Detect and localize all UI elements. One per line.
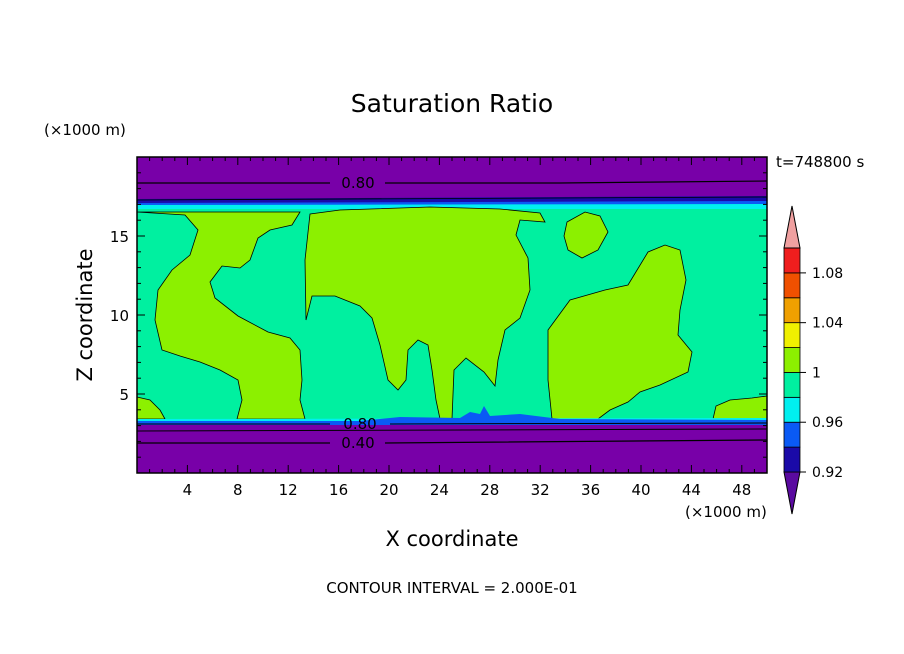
colorbar-bottom-arrow bbox=[783, 471, 801, 515]
contour-upper-080 bbox=[137, 180, 767, 184]
y-axis-label: Z coordinate bbox=[73, 248, 97, 381]
contour-lower-a bbox=[137, 422, 767, 425]
colorbar-segment bbox=[783, 372, 801, 398]
x-tick-label: 12 bbox=[279, 481, 298, 499]
time-label: t=748800 s bbox=[776, 153, 864, 171]
colorbar-segment bbox=[783, 347, 801, 373]
field-lime-corner-left bbox=[137, 396, 166, 420]
x-tick-label: 32 bbox=[531, 481, 550, 499]
colorbar-top-arrow bbox=[783, 205, 801, 249]
field-lower-blue bbox=[137, 406, 767, 426]
colorbar-segment bbox=[783, 322, 801, 348]
contour-interval-footer: CONTOUR INTERVAL = 2.000E-01 bbox=[326, 579, 577, 597]
colorbar-segment bbox=[783, 297, 801, 324]
colorbar-segment bbox=[783, 272, 801, 299]
field-lime-corner-right bbox=[712, 395, 767, 420]
field-upper-cyan bbox=[137, 204, 767, 209]
colorbar-label: 1.04 bbox=[812, 316, 843, 332]
colorbar-segment bbox=[783, 396, 801, 423]
colorbar: 1.08 1.04 1 0.96 0.92 bbox=[783, 205, 843, 515]
colorbar-label: 1 bbox=[812, 365, 821, 381]
colorbar-segment bbox=[783, 421, 801, 448]
contour-lower-040 bbox=[137, 439, 767, 444]
chart-title: Saturation Ratio bbox=[351, 89, 553, 118]
contour-label-upper: 0.80 bbox=[341, 174, 374, 192]
y-tick-label: 10 bbox=[110, 307, 129, 325]
field-lime-right bbox=[547, 244, 693, 420]
field-upper-dry bbox=[137, 157, 767, 202]
x-tick-label: 28 bbox=[480, 481, 499, 499]
x-axis-label: X coordinate bbox=[385, 527, 518, 551]
x-tick-label: 48 bbox=[732, 481, 751, 499]
x-tick-label: 20 bbox=[379, 481, 398, 499]
colorbar-segment bbox=[783, 247, 801, 274]
x-tick-label: 16 bbox=[329, 481, 348, 499]
colorbar-label: 0.96 bbox=[812, 415, 843, 431]
x-unit-label: (×1000 m) bbox=[685, 503, 767, 521]
colorbar-label: 1.08 bbox=[812, 266, 843, 282]
x-tick-label: 4 bbox=[183, 481, 193, 499]
colorbar-segment bbox=[783, 446, 801, 473]
field-lower-dry bbox=[137, 425, 767, 473]
contour-label-lower-040: 0.40 bbox=[341, 434, 374, 452]
contour-label-lower-080: 0.80 bbox=[343, 415, 376, 433]
contour-lower-b bbox=[137, 428, 767, 432]
x-tick-label: 8 bbox=[233, 481, 243, 499]
x-tick-label: 44 bbox=[682, 481, 701, 499]
field-lime-left bbox=[137, 211, 306, 420]
field-lime-small bbox=[563, 211, 609, 259]
x-tick-label: 36 bbox=[581, 481, 600, 499]
x-tick-label: 24 bbox=[430, 481, 449, 499]
colorbar-label: 0.92 bbox=[812, 465, 843, 481]
contour-upper-top bbox=[137, 196, 767, 201]
y-tick-label: 5 bbox=[119, 386, 129, 404]
y-unit-label: (×1000 m) bbox=[44, 121, 126, 139]
x-tick-label: 40 bbox=[631, 481, 650, 499]
y-tick-label: 15 bbox=[110, 228, 129, 246]
field-layer bbox=[137, 157, 767, 473]
